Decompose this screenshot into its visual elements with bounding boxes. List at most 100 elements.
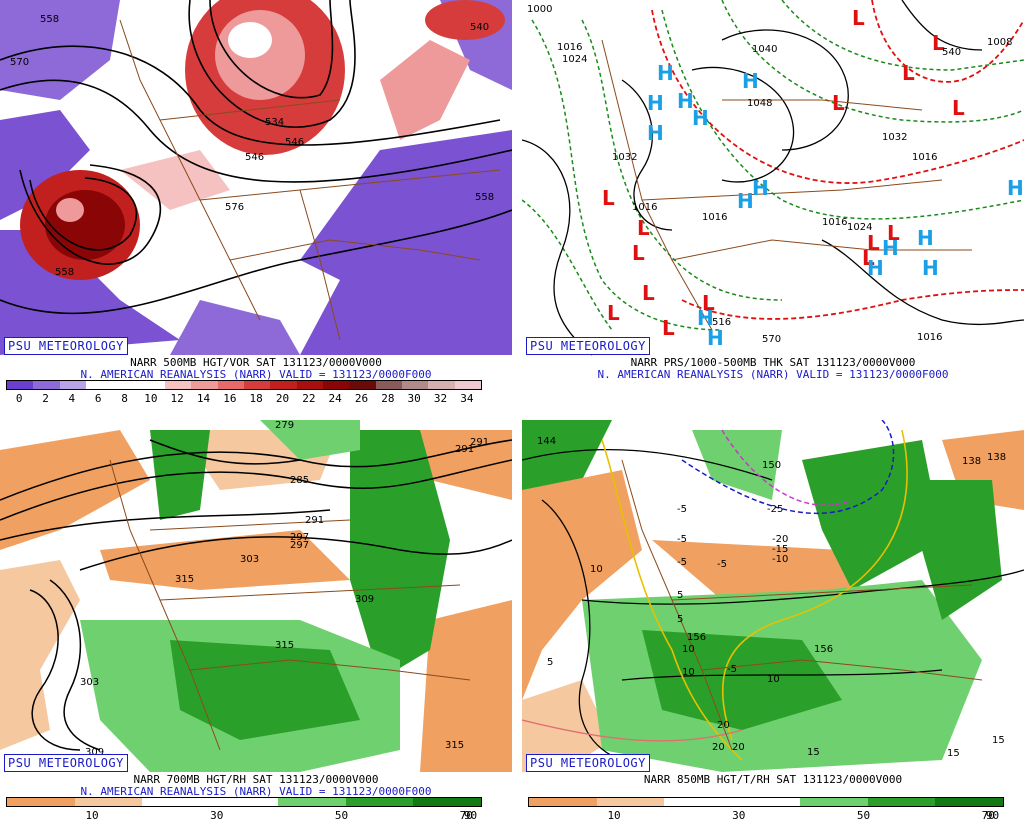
contour-label: 1016 xyxy=(702,212,727,223)
colorbar-tick-label: 0 xyxy=(15,392,23,405)
colorbar-tick-label: 10 xyxy=(85,809,99,819)
colorbar-tick-label: 10 xyxy=(144,392,158,405)
colorbar-vorticity xyxy=(6,380,482,390)
contour-label: 558 xyxy=(55,267,74,278)
low-pressure-marker: L xyxy=(832,91,845,115)
contour-label: 540 xyxy=(942,47,961,58)
contour-label: 558 xyxy=(40,14,59,25)
contour-label: 5 xyxy=(677,614,683,625)
contour-label: 150 xyxy=(762,460,781,471)
contour-label: 570 xyxy=(10,57,29,68)
panel-700mb: 279 285 291 297 303 309 315 303 309 315 315 291 297 2… xyxy=(0,420,512,819)
contour-label: 291 xyxy=(305,515,324,526)
contour-label: -5 xyxy=(677,534,687,545)
low-pressure-marker: L xyxy=(632,241,645,265)
colorbar-swatch xyxy=(138,381,165,389)
panel-500mb: 558 546 570 534 546 558 576 540 558 PSU METEOROL… xyxy=(0,0,512,410)
contour-label: 138 xyxy=(987,452,1006,463)
contour-label: 138 xyxy=(962,456,981,467)
colorbar-swatch xyxy=(596,798,665,806)
contour-label: 15 xyxy=(992,735,1005,746)
high-pressure-marker: H xyxy=(647,91,664,115)
contour-label: 309 xyxy=(355,594,374,605)
contour-label: 10 xyxy=(682,667,695,678)
colorbar-swatch xyxy=(296,381,323,389)
brand-label: PSU METEOROLOGY xyxy=(526,337,650,355)
contour-label: 1016 xyxy=(912,152,937,163)
low-pressure-marker: L xyxy=(662,316,675,340)
high-pressure-marker: H xyxy=(697,306,714,330)
low-pressure-marker: L xyxy=(602,186,615,210)
colorbar-tick-label: 26 xyxy=(354,392,369,405)
colorbar-tick-label: 30 xyxy=(210,809,224,819)
colorbar-swatch xyxy=(375,381,402,389)
colorbar-tick-label: 90 xyxy=(463,809,478,819)
contour-label: 5 xyxy=(547,657,553,668)
contour-label: 540 xyxy=(470,22,489,33)
contour-label: -5 xyxy=(717,559,727,570)
contour-label: 546 xyxy=(245,152,264,163)
contour-label: 156 xyxy=(814,644,833,655)
contour-label: 1024 xyxy=(847,222,872,233)
high-pressure-marker: H xyxy=(867,256,884,280)
caption-line-2: N. AMERICAN REANALYSIS (NARR) VALID = 13… xyxy=(80,368,432,381)
colorbar-swatch xyxy=(413,798,482,806)
colorbar-tick-label: 24 xyxy=(328,392,342,405)
colorbar-rh xyxy=(528,797,1004,807)
contour-label: -5 xyxy=(727,664,737,675)
contour-label: 1040 xyxy=(752,44,777,55)
colorbar-tick-label: 4 xyxy=(68,392,76,405)
colorbar-swatch xyxy=(428,381,455,389)
colorbar-swatch xyxy=(935,798,1004,806)
contour-label: -25 xyxy=(767,504,783,515)
colorbar-tick-label: 70 xyxy=(981,809,995,819)
contour-label: 15 xyxy=(947,748,960,759)
contour-label: 20 xyxy=(732,742,745,753)
contour-label: 1032 xyxy=(882,132,907,143)
caption-line-2: N. AMERICAN REANALYSIS (NARR) VALID = 13… xyxy=(80,785,432,798)
contour-label: 279 xyxy=(275,420,294,431)
low-pressure-marker: L xyxy=(852,6,865,30)
contour-label: 285 xyxy=(290,475,309,486)
colorbar-swatch xyxy=(243,381,271,389)
contour-label: 1008 xyxy=(987,37,1012,48)
contour-label: 20 xyxy=(717,720,730,731)
colorbar-tick-label: 10 xyxy=(607,809,621,819)
colorbar-swatch xyxy=(164,381,192,389)
colorbar-swatch xyxy=(732,798,800,806)
colorbar-swatch xyxy=(217,381,244,389)
low-pressure-marker: L xyxy=(862,246,875,270)
high-pressure-marker: H xyxy=(707,326,724,350)
colorbar-tick-label: 8 xyxy=(121,392,128,405)
colorbar-swatch xyxy=(85,381,113,389)
map-700mb: 279 285 291 297 303 309 315 303 309 315 315 291 297 2… xyxy=(0,420,512,772)
high-pressure-marker: H xyxy=(882,236,899,260)
colorbar-swatch xyxy=(74,798,143,806)
high-pressure-marker: H xyxy=(737,189,754,213)
high-pressure-marker: H xyxy=(917,226,934,250)
colorbar-tick-label: 14 xyxy=(196,392,211,405)
high-pressure-marker: H xyxy=(922,256,939,280)
contour-label: 546 xyxy=(285,137,304,148)
caption-line-1: NARR 700MB HGT/RH SAT 131123/0000V000 xyxy=(133,773,379,786)
contour-label: 5 xyxy=(677,590,683,601)
high-pressure-marker: H xyxy=(742,69,759,93)
contour-label: 1016 xyxy=(917,332,942,343)
low-pressure-marker: L xyxy=(952,96,965,120)
caption-line-1: NARR 500MB HGT/VOR SAT 131123/0000V000 xyxy=(130,356,382,369)
colorbar-tick-label: 12 xyxy=(170,392,184,405)
contour-label: 576 xyxy=(225,202,244,213)
colorbar-tick-label: 20 xyxy=(275,392,290,405)
brand-label: PSU METEOROLOGY xyxy=(526,754,650,772)
contour-label: -20 xyxy=(772,534,788,545)
contour-label: 10 xyxy=(682,644,695,655)
colorbar-tick-label: 16 xyxy=(223,392,237,405)
colorbar-swatch xyxy=(454,381,481,389)
colorbar-swatch xyxy=(112,381,139,389)
contour-label: 291 xyxy=(455,444,474,455)
contour-label: -10 xyxy=(772,554,788,565)
colorbar-tick-label: 2 xyxy=(42,392,49,405)
